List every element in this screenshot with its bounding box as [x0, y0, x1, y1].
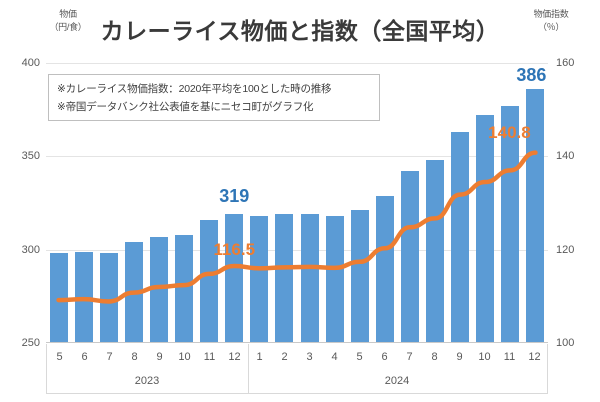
index-line-series [56, 150, 538, 304]
bar-slot [322, 63, 347, 343]
bar [426, 160, 445, 343]
bar-slot [146, 63, 171, 343]
bar [300, 214, 319, 343]
bar-series [46, 63, 548, 343]
bar-slot [272, 63, 297, 343]
x-axis-year-row: 2023 2024 [47, 369, 547, 393]
x-axis: 5 6 7 8 9 10 11 12 1 2 3 4 5 6 7 8 9 10 11 12 2023 2024 [46, 344, 548, 394]
bar [501, 105, 520, 343]
right-axis-caption-line2: （％） [537, 22, 565, 32]
x-axis-month-label: 8 [431, 350, 438, 363]
bar [325, 216, 344, 343]
x-axis-month-label: 11 [503, 350, 516, 363]
bar-slot [172, 63, 197, 343]
bar [375, 195, 394, 343]
bar-slot [96, 63, 121, 343]
note-box: ※カレーライス物価指数：2020年平均を100とした時の推移 ※帝国データバンク… [48, 74, 380, 121]
x-axis-month-label: 10 [178, 350, 191, 363]
bar [350, 210, 369, 343]
bar-value-label-peak: 386 [516, 65, 547, 86]
bar-slot [498, 63, 523, 343]
bar-slot [423, 63, 448, 343]
right-axis-caption-line1: 物価指数 [533, 9, 569, 19]
bar-slot [347, 63, 372, 343]
bar [225, 214, 244, 343]
bar [451, 132, 470, 343]
x-axis-year-label: 2024 [384, 375, 410, 387]
x-axis-month-label: 5 [56, 350, 63, 363]
y2-axis-tick-label: 160 [556, 57, 575, 69]
bar [175, 234, 194, 343]
bar-slot [297, 63, 322, 343]
line-value-label-end: 140.8 [488, 122, 531, 142]
x-axis-month-label: 11 [203, 350, 216, 363]
index-line-path [56, 150, 538, 304]
y2-axis-tick-label: 100 [556, 337, 575, 349]
x-axis-month-label: 2 [281, 350, 288, 363]
x-axis-month-label: 10 [478, 350, 491, 363]
bar [250, 216, 269, 343]
gridline [46, 249, 548, 251]
y-axis-tick-label: 250 [21, 337, 40, 349]
x-axis-month-label: 9 [456, 350, 463, 363]
x-axis-month-label: 1 [256, 350, 263, 363]
bar-value-label-mid: 319 [219, 186, 250, 207]
bar [149, 236, 168, 343]
x-axis-month-label: 7 [106, 350, 113, 363]
left-axis-caption-line2: （円/食） [49, 22, 87, 32]
x-axis-month-label: 5 [356, 350, 363, 363]
gridline [46, 63, 548, 64]
x-axis-month-label: 4 [331, 350, 338, 363]
bar [99, 253, 118, 343]
x-axis-month-label: 3 [306, 350, 313, 363]
chart-title: カレーライス物価と指数（全国平均） [100, 18, 500, 44]
x-axis-month-label: 6 [381, 350, 388, 363]
y-axis-tick-label: 350 [21, 150, 40, 163]
bar [476, 115, 495, 343]
bar-slot [222, 63, 247, 343]
y-axis-tick-label: 400 [21, 57, 40, 69]
right-axis-caption: 物価指数 （％） [516, 8, 586, 34]
gridline [46, 156, 548, 158]
plot-area [46, 63, 548, 343]
bar [200, 219, 219, 343]
note-line-1: ※カレーライス物価指数：2020年平均を100とした時の推移 [57, 83, 332, 95]
x-axis-month-row: 5 6 7 8 9 10 11 12 1 2 3 4 5 6 7 8 9 10 11 12 [47, 344, 547, 369]
y2-axis-tick-label: 120 [556, 243, 575, 256]
bar-slot [197, 63, 222, 343]
bar-slot [448, 63, 473, 343]
bar-slot [247, 63, 272, 343]
axis-baseline [46, 342, 548, 343]
left-axis-caption-line1: 物価 [59, 9, 77, 19]
x-axis-month-label: 6 [81, 350, 88, 363]
line-value-label-mid: 116.5 [213, 240, 256, 259]
x-axis-month-label: 8 [131, 350, 138, 363]
bar-slot [397, 63, 422, 343]
bar-slot [473, 63, 498, 343]
x-axis-year-label: 2023 [134, 375, 160, 387]
left-axis-caption: 物価 （円/食） [38, 8, 98, 34]
x-axis-year-separator [247, 344, 249, 393]
x-axis-month-label: 12 [228, 350, 241, 363]
x-axis-month-label: 7 [406, 350, 413, 363]
y-axis-tick-label: 300 [21, 243, 40, 256]
bar [400, 171, 419, 343]
y2-axis-tick-label: 140 [556, 150, 575, 163]
x-axis-month-label: 12 [528, 350, 541, 363]
x-axis-month-label: 9 [156, 350, 163, 363]
bar-slot [372, 63, 397, 343]
bar [275, 214, 294, 343]
note-line-2: ※帝国データバンク社公表値を基にニセコ町がグラフ化 [57, 101, 314, 113]
